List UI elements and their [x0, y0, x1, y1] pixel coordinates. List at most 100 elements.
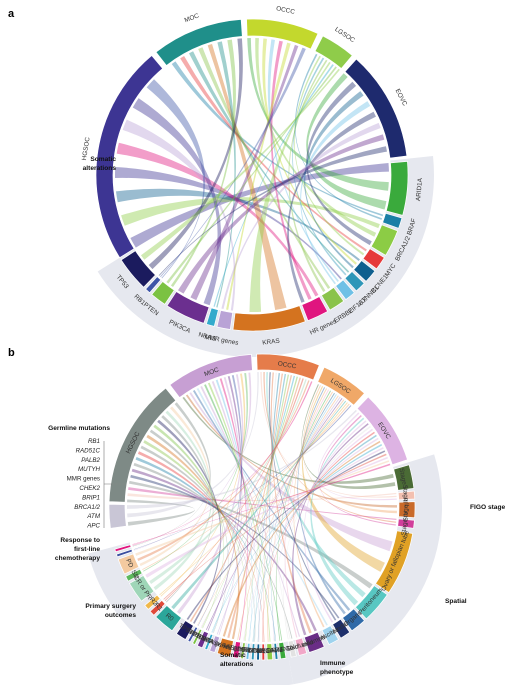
a-ribbon-6	[132, 98, 222, 306]
b-segment-sd	[125, 568, 143, 582]
a-ribbon-2	[115, 188, 360, 262]
a-ribbon-20	[270, 40, 312, 300]
a-segment-moc	[155, 19, 243, 66]
a-segment-tp53	[120, 250, 156, 288]
b-ribbon-10	[143, 440, 248, 641]
b-segment-stage-i	[393, 464, 415, 491]
a-segment-mmr-genes	[216, 310, 234, 330]
somatic-b-label-line1: Somatic	[220, 652, 246, 659]
germline-item-rad51c: RAD51C	[76, 447, 101, 454]
b-segment-ascites	[321, 625, 339, 645]
b-segment-moc	[169, 353, 253, 399]
a-segment-occc	[246, 18, 319, 50]
panel-b-ribbons	[126, 372, 398, 643]
b-segment-pten	[192, 628, 203, 645]
a-label-nras: NRAS	[198, 331, 217, 342]
a-label-hgsoc: HGSOC	[81, 136, 92, 161]
a-segment-eovc	[344, 58, 408, 159]
b-label-cold: Cold	[285, 643, 300, 653]
b-segment-cold	[287, 640, 297, 658]
b-label-hr-genes: HR genes	[222, 643, 251, 655]
b-segment-mmr-genes	[209, 635, 221, 653]
a-ribbon-3	[114, 166, 342, 280]
a-label-braf: BRAF	[406, 218, 418, 236]
a-ribbon-30	[166, 66, 337, 284]
a-ribbon-1	[121, 197, 380, 229]
b-segment-stage-iv	[397, 518, 415, 529]
a-ribbon-21	[226, 42, 291, 310]
b-label-brca1-2: BRCA1/2	[256, 647, 283, 655]
a-ribbon-13	[216, 41, 236, 308]
a-segment-myc	[362, 248, 385, 270]
b-ribbon-33	[176, 374, 244, 614]
b-segment-arid1a	[278, 641, 287, 660]
b-segment-eovc	[356, 396, 408, 466]
germline-item-brip1: BRIP1	[82, 494, 100, 501]
b-label-arid1a: ARID1A	[270, 645, 295, 655]
b-segment-brca1-2	[266, 643, 274, 661]
germline-item-mmr-genes: MMR genes	[67, 476, 100, 483]
b-label-stage-ii: Stage II	[401, 484, 410, 507]
a-segment-hgsoc	[95, 55, 164, 259]
b-label-braf: BRAF	[267, 646, 285, 655]
panel-b-letter: b	[8, 347, 15, 359]
panel-a-chord-diagram: HGSOCMOCOCCCLGSOCEOVCARID1ABRAFBRCA1/2MY…	[81, 5, 434, 357]
b-ribbon-2	[128, 487, 397, 521]
a-ribbon-27	[288, 59, 328, 293]
a-ribbon-0	[130, 163, 389, 248]
a-label-occc: OCCC	[276, 5, 296, 16]
b-segment-r0	[155, 605, 182, 632]
response-label-line3: chemotherapy	[55, 555, 100, 562]
b-segment-pik3ca	[196, 630, 209, 649]
panel-b-segments	[108, 353, 416, 661]
germline-item-brca1-2: BRCA1/2	[74, 504, 100, 511]
b-ribbon-70	[171, 400, 347, 610]
b-label-kras: KRAS	[217, 641, 236, 652]
immune-label-line2: phenotype	[320, 669, 354, 676]
b-ribbon-48	[227, 375, 293, 638]
a-ribbon-31	[140, 68, 340, 260]
b-label-r0: R0	[164, 612, 175, 623]
germline-title: Germline mutations	[48, 425, 110, 432]
b-segment-ovary-or-fallopian-tube	[375, 530, 414, 594]
b-ribbon-1	[127, 492, 397, 502]
b-ribbon-16	[153, 410, 212, 591]
a-segment-braf	[382, 212, 403, 229]
b-ribbon-0	[127, 499, 195, 526]
a-segment-kras	[232, 305, 306, 332]
response-label-line1: Response to	[60, 537, 100, 544]
spatial-label: Spatial	[445, 598, 467, 605]
b-segment-stage-iii	[398, 501, 416, 519]
b-ribbon-77	[310, 417, 365, 606]
figo-stage-label: FIGO stage	[470, 504, 506, 511]
b-segment-lgsoc	[317, 366, 365, 406]
a-label-kras: KRAS	[262, 338, 280, 347]
b-segment-unlabelled-41	[114, 544, 132, 553]
b-segment-cr-or-pr	[129, 575, 155, 602]
a-ribbon-22	[190, 44, 299, 301]
b-ribbon-7	[135, 457, 277, 642]
germline-item-atm: ATM	[86, 513, 100, 520]
b-segment-unlabelled-40	[116, 548, 133, 558]
a-ribbon-34	[304, 91, 364, 269]
germline-mutations-list: Germline mutations RB1 RAD51C PALB2 MUTYH MM…	[48, 425, 126, 530]
b-label-r2: R2	[148, 596, 159, 607]
a-segment-pten	[151, 280, 175, 305]
b-label-ccne1: CCNE1	[247, 647, 269, 655]
immune-label-line1: Immune	[320, 660, 346, 667]
a-segment-lgsoc	[314, 35, 353, 70]
a-segment-erbb2	[321, 286, 345, 311]
surgery-label-line2: outcomes	[105, 612, 136, 619]
germline-bracket	[103, 441, 112, 528]
b-label-stage-iii: Stage III	[402, 497, 409, 521]
panel-a-somatic-label-line2: alterations	[83, 165, 117, 172]
b-label-eif1ax: EIF1AX	[237, 646, 260, 655]
b-label-moc: MOC	[203, 366, 220, 378]
a-segment-nras	[205, 307, 219, 327]
b-ribbon-23	[196, 387, 328, 626]
b-label-myc: MYC	[256, 648, 271, 655]
b-label-stage-iv: Stage IV	[400, 510, 410, 536]
a-label-arid1a: ARID1A	[415, 177, 424, 201]
b-segment-kras	[216, 637, 234, 658]
